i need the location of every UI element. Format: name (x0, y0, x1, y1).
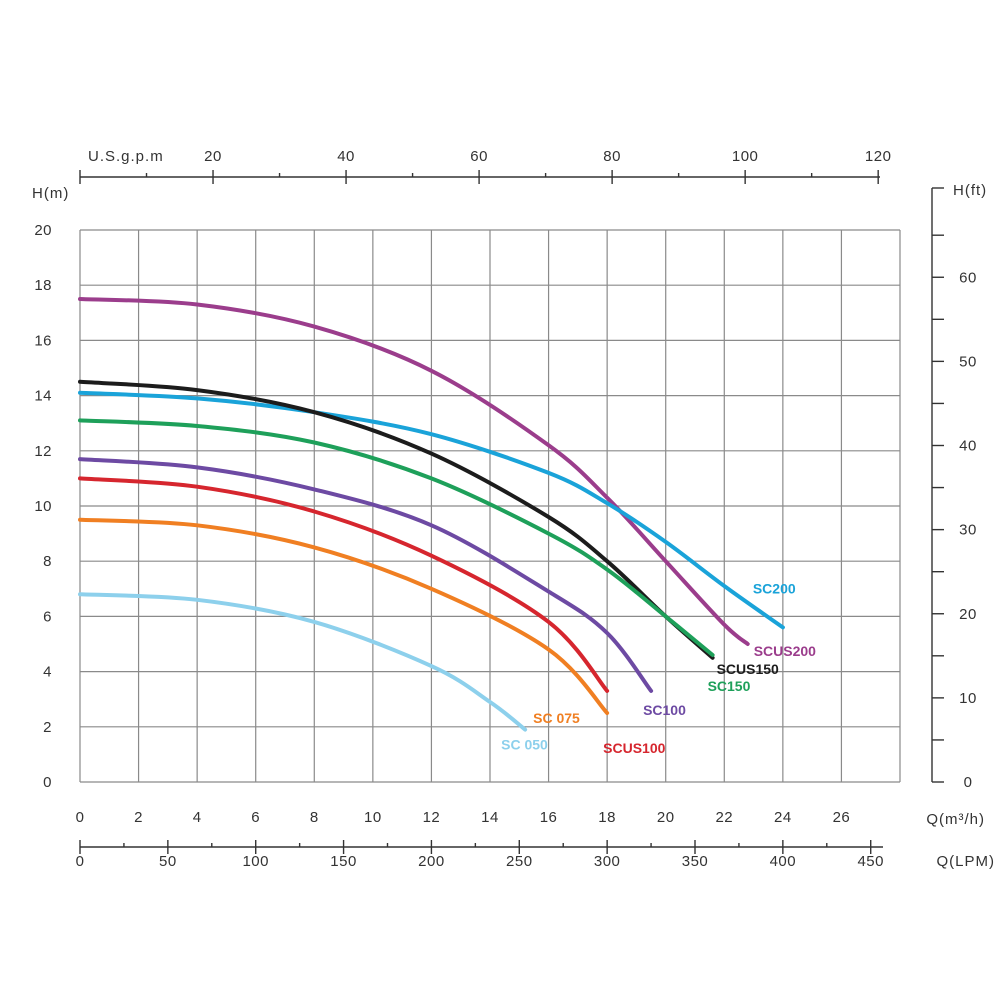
right-tick-label: 60 (959, 269, 977, 286)
series-label-sc-050: SC 050 (501, 737, 548, 753)
series-label-sc100: SC100 (643, 702, 686, 718)
series-line-sc100 (78, 457, 654, 693)
y-tick-label: 6 (43, 608, 52, 625)
series-line-sc-075 (78, 517, 610, 715)
y-tick-label: 8 (43, 553, 52, 570)
y-axis-title: H(m) (32, 185, 69, 202)
y-tick-label: 2 (43, 719, 52, 736)
x-tick-label: 16 (540, 809, 558, 826)
right-tick-label: 0 (964, 774, 973, 791)
series-label-scus100: SCUS100 (603, 740, 665, 756)
top-tick-label: 20 (204, 148, 222, 165)
y-tick-label: 0 (43, 774, 52, 791)
y-tick-label: 18 (34, 277, 52, 294)
series-label-scus200: SCUS200 (754, 643, 816, 659)
y-tick-label: 10 (34, 498, 52, 515)
bottom-tick-label: 450 (857, 853, 884, 870)
series-label-sc-075: SC 075 (533, 710, 580, 726)
top-tick-label: 120 (865, 148, 892, 165)
top-tick-label: 40 (337, 148, 355, 165)
right-tick-label: 30 (959, 522, 977, 539)
bottom-tick-label: 200 (418, 853, 445, 870)
x-tick-label: 2 (134, 809, 143, 826)
x-tick-label: 4 (193, 809, 202, 826)
x-tick-label: 0 (76, 809, 85, 826)
grid (79, 229, 901, 783)
x-tick-label: 6 (251, 809, 260, 826)
x-tick-label: 22 (715, 809, 733, 826)
x-axis-title: Q(m³/h) (926, 811, 985, 828)
bottom-tick-label: 250 (506, 853, 533, 870)
x-tick-label: 24 (774, 809, 792, 826)
x-tick-label: 14 (481, 809, 499, 826)
series-label-sc150: SC150 (708, 678, 751, 694)
series-line-sc200 (78, 390, 785, 630)
y-tick-label: 20 (34, 222, 52, 239)
bottom-axis-title: Q(LPM) (937, 853, 996, 870)
y-tick-label: 14 (34, 388, 52, 405)
right-tick-label: 20 (959, 606, 977, 623)
bottom-tick-label: 100 (242, 853, 269, 870)
series-line-sc-050 (78, 592, 528, 732)
series-label-sc200: SC200 (753, 580, 796, 596)
bottom-tick-label: 350 (682, 853, 709, 870)
right-tick-label: 40 (959, 438, 977, 455)
bottom-tick-label: 150 (330, 853, 357, 870)
bottom-tick-label: 400 (770, 853, 797, 870)
bottom-tick-label: 50 (159, 853, 177, 870)
series-label-scus150: SCUS150 (717, 661, 779, 677)
right-axis-title: H(ft) (953, 182, 987, 199)
top-tick-label: 60 (470, 148, 488, 165)
series-line-scus200 (78, 297, 750, 646)
x-tick-label: 26 (833, 809, 851, 826)
top-tick-label: 80 (603, 148, 621, 165)
right-tick-label: 10 (959, 690, 977, 707)
y-tick-label: 12 (34, 443, 52, 460)
x-tick-label: 8 (310, 809, 319, 826)
series-line-scus150 (78, 379, 715, 660)
y-tick-label: 4 (43, 664, 52, 681)
series-line-sc150 (78, 418, 715, 657)
y-tick-label: 16 (34, 332, 52, 349)
x-tick-label: 18 (598, 809, 616, 826)
x-tick-label: 10 (364, 809, 382, 826)
x-tick-label: 20 (657, 809, 675, 826)
top-tick-label: 100 (732, 148, 759, 165)
series-line-scus100 (78, 476, 610, 693)
top-axis-title: U.S.g.p.m (88, 148, 164, 165)
right-tick-label: 50 (959, 353, 977, 370)
series-curves (78, 297, 785, 732)
x-tick-label: 12 (423, 809, 441, 826)
bottom-tick-label: 300 (594, 853, 621, 870)
bottom-tick-label: 0 (76, 853, 85, 870)
